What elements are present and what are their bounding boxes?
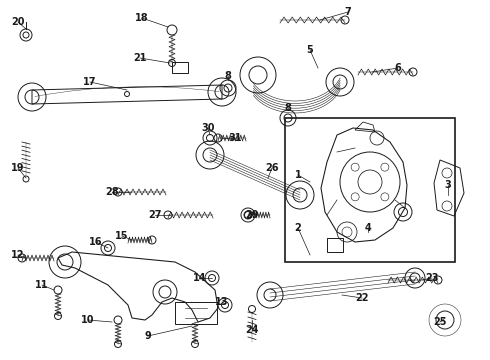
- Text: 30: 30: [201, 123, 215, 133]
- Text: 16: 16: [89, 237, 103, 247]
- Text: 6: 6: [394, 63, 401, 73]
- Text: 9: 9: [145, 331, 151, 341]
- Bar: [175, 302, 217, 324]
- Text: 5: 5: [307, 45, 314, 55]
- Text: 11: 11: [35, 280, 49, 290]
- Text: 22: 22: [355, 293, 369, 303]
- Text: 8: 8: [224, 71, 231, 81]
- Text: 27: 27: [148, 210, 162, 220]
- Bar: [285, 118, 455, 262]
- Text: 28: 28: [105, 187, 119, 197]
- Text: 29: 29: [245, 210, 259, 220]
- Text: 12: 12: [11, 250, 25, 260]
- Text: 20: 20: [11, 17, 25, 27]
- Text: 21: 21: [133, 53, 147, 63]
- Text: 24: 24: [245, 325, 259, 335]
- Text: 19: 19: [11, 163, 25, 173]
- Text: 2: 2: [294, 223, 301, 233]
- Text: 17: 17: [83, 77, 97, 87]
- Text: 31: 31: [228, 133, 242, 143]
- Text: 7: 7: [344, 7, 351, 17]
- Text: 10: 10: [81, 315, 95, 325]
- Text: 3: 3: [444, 180, 451, 190]
- Bar: [172, 62, 188, 73]
- Text: 4: 4: [365, 223, 371, 233]
- Text: 15: 15: [115, 231, 129, 241]
- Text: 26: 26: [265, 163, 279, 173]
- Text: 1: 1: [294, 170, 301, 180]
- Text: 8: 8: [285, 103, 292, 113]
- Text: 14: 14: [193, 273, 207, 283]
- Text: 23: 23: [425, 273, 439, 283]
- Bar: [327, 238, 343, 252]
- Text: 25: 25: [433, 317, 447, 327]
- Text: 13: 13: [215, 297, 229, 307]
- Text: 18: 18: [135, 13, 149, 23]
